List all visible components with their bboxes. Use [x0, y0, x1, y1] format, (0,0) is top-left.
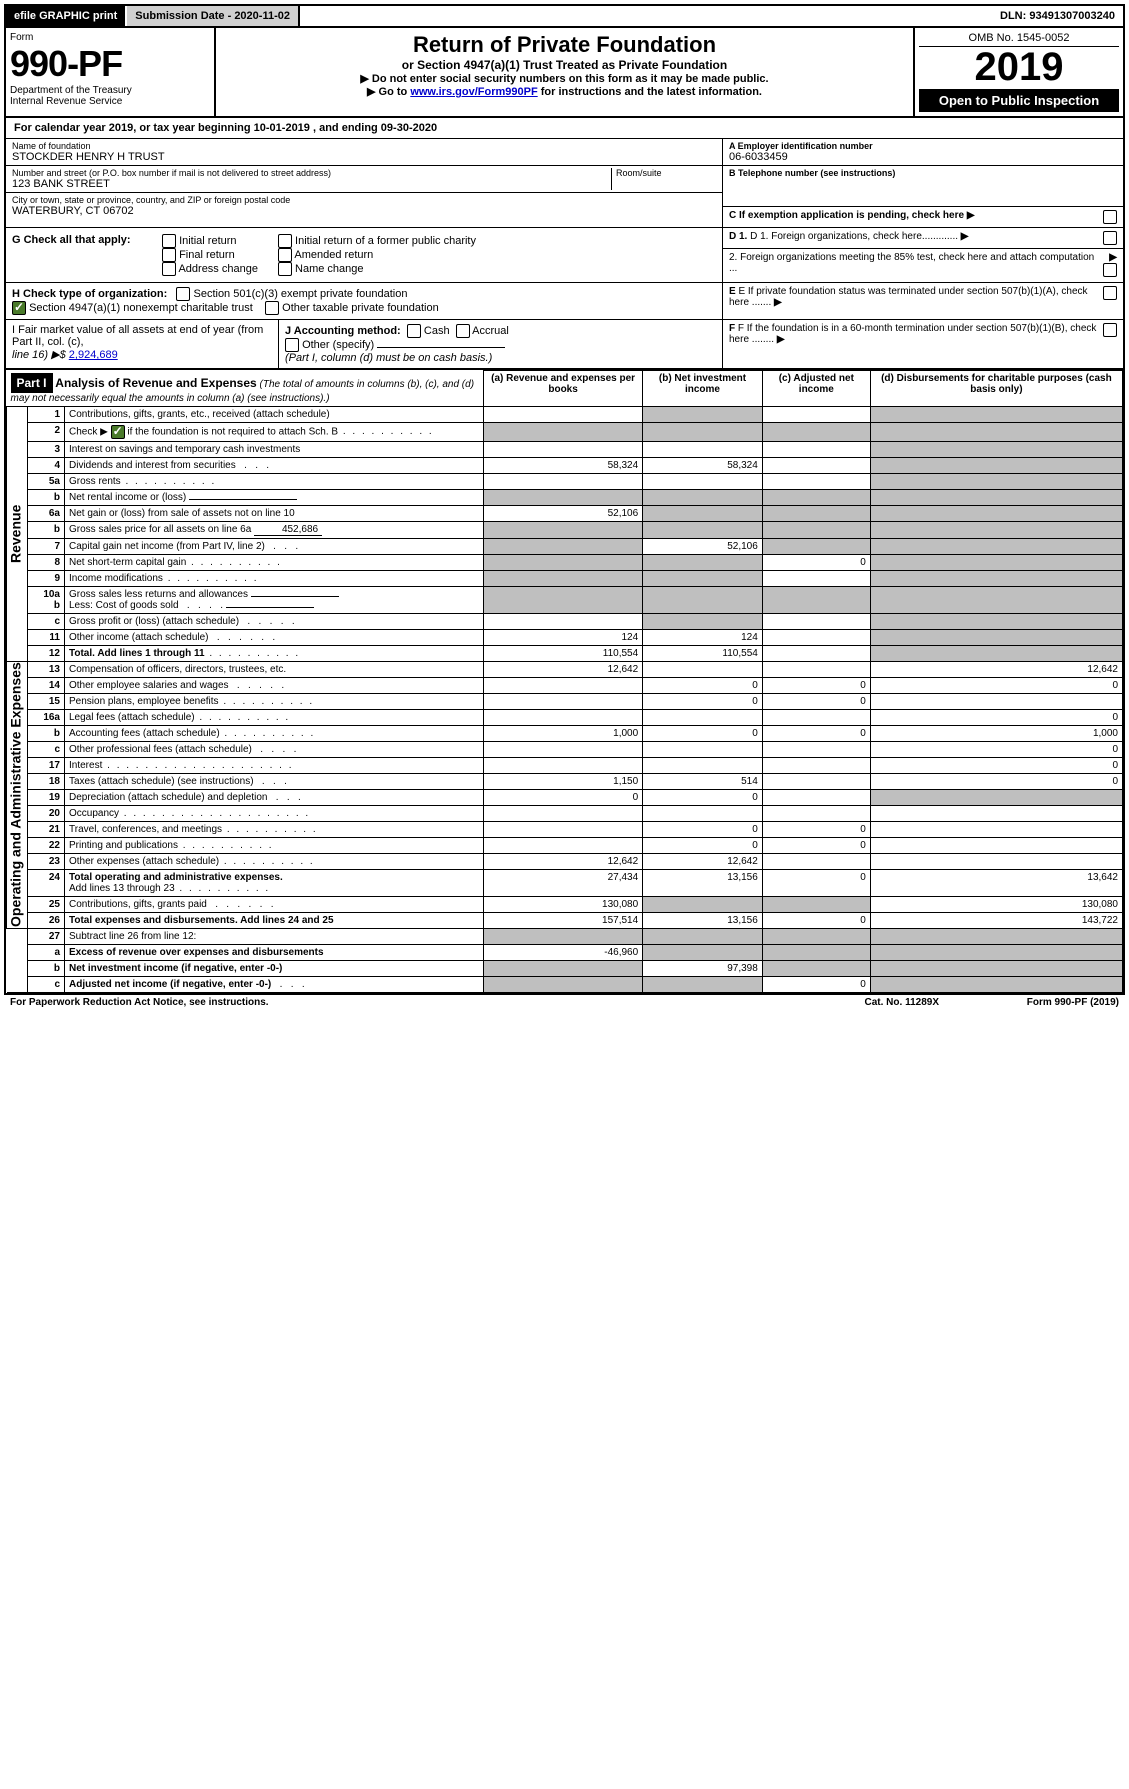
open-public-badge: Open to Public Inspection [919, 89, 1119, 112]
room-label: Room/suite [616, 168, 716, 178]
expenses-vert-label: Operating and Administrative Expenses [7, 661, 28, 928]
footer-left: For Paperwork Reduction Act Notice, see … [10, 997, 865, 1008]
irs-label: Internal Revenue Service [10, 96, 210, 107]
j-other-checkbox[interactable] [285, 338, 299, 352]
revenue-vert-label: Revenue [7, 406, 28, 661]
c-checkbox[interactable] [1103, 210, 1117, 224]
amended-return-label: Amended return [294, 249, 373, 261]
j-cash-label: Cash [424, 325, 450, 337]
h-501c3-label: Section 501(c)(3) exempt private foundat… [193, 288, 407, 300]
initial-return-checkbox[interactable] [162, 234, 176, 248]
j-label: J Accounting method: [285, 325, 401, 337]
fmv-value[interactable]: 2,924,689 [69, 349, 118, 361]
form-label: Form [10, 32, 210, 43]
j-cash-checkbox[interactable] [407, 324, 421, 338]
e-label: E If private foundation status was termi… [729, 286, 1088, 308]
form-title: Return of Private Foundation [224, 32, 905, 58]
j-accrual-checkbox[interactable] [456, 324, 470, 338]
col-b-header: (b) Net investment income [643, 371, 763, 407]
form-container: efile GRAPHIC print Submission Date - 20… [4, 4, 1125, 995]
col-a-header: (a) Revenue and expenses per books [484, 371, 643, 407]
name-label: Name of foundation [12, 141, 716, 151]
d1-label: D 1. Foreign organizations, check here..… [750, 231, 958, 242]
form-subtitle: or Section 4947(a)(1) Trust Treated as P… [224, 58, 905, 72]
h-4947-label: Section 4947(a)(1) nonexempt charitable … [29, 302, 253, 314]
part1-table: Part I Analysis of Revenue and Expenses … [6, 370, 1123, 993]
address-change-label: Address change [178, 263, 258, 275]
info-block: Name of foundation STOCKDER HENRY H TRUS… [6, 139, 1123, 228]
section-gd: G Check all that apply: Initial return F… [6, 228, 1123, 283]
street-address: 123 BANK STREET [12, 178, 611, 190]
city-label: City or town, state or province, country… [12, 195, 716, 205]
footer-mid: Cat. No. 11289X [865, 997, 939, 1008]
c-label: C If exemption application is pending, c… [729, 210, 964, 221]
line2-pre: ▶ Go to [367, 86, 410, 98]
form-line1: ▶ Do not enter social security numbers o… [224, 72, 905, 85]
h-other-checkbox[interactable] [265, 301, 279, 315]
initial-return-label: Initial return [179, 235, 236, 247]
d2-label: 2. Foreign organizations meeting the 85%… [729, 252, 1097, 277]
j-accrual-label: Accrual [472, 325, 509, 337]
col-d-header: (d) Disbursements for charitable purpose… [870, 371, 1122, 407]
name-change-label: Name change [295, 263, 364, 275]
dept-label: Department of the Treasury [10, 85, 210, 96]
tax-year: 2019 [919, 47, 1119, 87]
foundation-name: STOCKDER HENRY H TRUST [12, 151, 716, 163]
amended-return-checkbox[interactable] [278, 248, 292, 262]
row2-post: if the foundation is not required to att… [127, 426, 338, 437]
h-other-label: Other taxable private foundation [282, 302, 439, 314]
footer: For Paperwork Reduction Act Notice, see … [4, 995, 1125, 1010]
topbar: efile GRAPHIC print Submission Date - 20… [6, 6, 1123, 28]
final-return-checkbox[interactable] [162, 248, 176, 262]
f-checkbox[interactable] [1103, 323, 1117, 337]
city-value: WATERBURY, CT 06702 [12, 205, 716, 217]
row2-checkbox[interactable] [111, 425, 125, 439]
submission-date-button[interactable]: Submission Date - 2020-11-02 [127, 6, 300, 26]
d1-checkbox[interactable] [1103, 231, 1117, 245]
section-he: H Check type of organization: Section 50… [6, 283, 1123, 320]
e-checkbox[interactable] [1103, 286, 1117, 300]
row3-desc: Interest on savings and temporary cash i… [65, 441, 484, 457]
i-label-1: I Fair market value of all assets at end… [12, 324, 263, 348]
i-label-2: line 16) ▶$ [12, 349, 69, 361]
initial-former-label: Initial return of a former public charit… [295, 235, 476, 247]
phone-label: B Telephone number (see instructions) [729, 168, 1117, 178]
j-other-label: Other (specify) [302, 339, 374, 351]
addr-label: Number and street (or P.O. box number if… [12, 168, 611, 178]
d2-checkbox[interactable] [1103, 263, 1117, 277]
section-ijf: I Fair market value of all assets at end… [6, 320, 1123, 370]
dln-label: DLN: 93491307003240 [992, 6, 1123, 26]
ein-value: 06-6033459 [729, 151, 1117, 163]
h-4947-checkbox[interactable] [12, 301, 26, 315]
initial-former-checkbox[interactable] [278, 234, 292, 248]
col-c-header: (c) Adjusted net income [762, 371, 870, 407]
footer-right: Form 990-PF (2019) [939, 997, 1119, 1008]
calendar-year-line: For calendar year 2019, or tax year begi… [6, 118, 1123, 139]
address-change-checkbox[interactable] [162, 262, 176, 276]
part1-title: Analysis of Revenue and Expenses [55, 376, 256, 390]
j-note: (Part I, column (d) must be on cash basi… [285, 352, 492, 364]
form-code: 990-PF [10, 43, 210, 85]
form-line2: ▶ Go to www.irs.gov/Form990PF for instru… [224, 85, 905, 98]
h-label: H Check type of organization: [12, 288, 167, 300]
row2-pre: Check ▶ [69, 426, 108, 437]
ein-label: A Employer identification number [729, 141, 1117, 151]
name-change-checkbox[interactable] [278, 262, 292, 276]
row1-desc: Contributions, gifts, grants, etc., rece… [65, 406, 484, 422]
h-501c3-checkbox[interactable] [176, 287, 190, 301]
line2-post: for instructions and the latest informat… [538, 86, 762, 98]
part1-label: Part I [11, 373, 53, 393]
final-return-label: Final return [179, 249, 235, 261]
header-row: Form 990-PF Department of the Treasury I… [6, 28, 1123, 118]
g-label: G Check all that apply: [12, 234, 131, 246]
efile-print-button[interactable]: efile GRAPHIC print [6, 6, 127, 26]
form990pf-link[interactable]: www.irs.gov/Form990PF [410, 86, 537, 98]
